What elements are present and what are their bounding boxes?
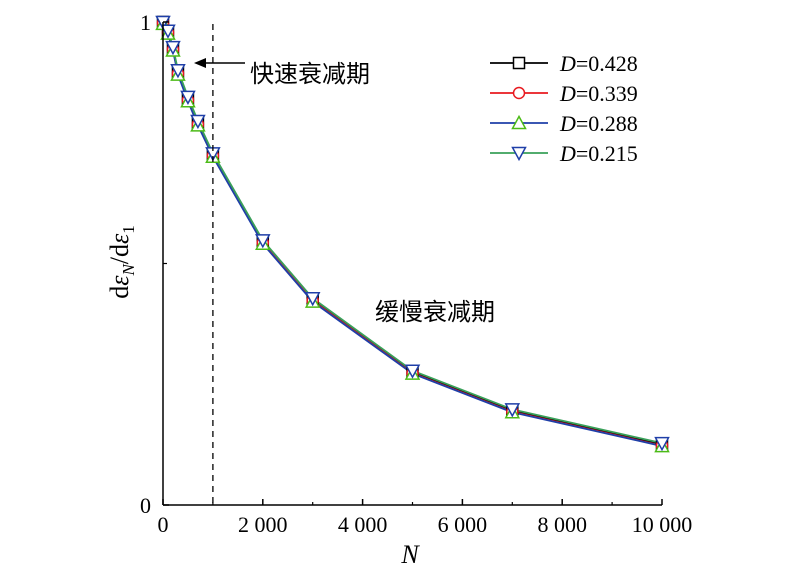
triangle-down-marker: [404, 364, 421, 379]
triangle-down-marker: [170, 64, 186, 79]
triangle-down-marker: [190, 114, 206, 130]
x-tick-label: 8 000: [537, 512, 587, 537]
x-tick-label: 6 000: [438, 512, 488, 537]
square-marker: [512, 56, 526, 70]
annotation-slow-decay: 缓慢衰减期: [375, 298, 495, 326]
legend-label: D=0.288: [559, 111, 638, 136]
legend-label: D=0.339: [559, 81, 638, 106]
x-tick-label: 0: [158, 512, 169, 537]
triangle-down-marker: [165, 40, 181, 56]
annotation-fast-decay: 快速衰减期: [250, 60, 370, 88]
x-tick-label: 4 000: [338, 512, 388, 537]
triangle-down-marker: [304, 292, 321, 307]
axes: 0 2 000 4 000 6 000 8 000 10 000 0 1: [140, 10, 692, 537]
triangle-down-marker: [180, 90, 196, 105]
legend-label: D=0.428: [559, 51, 638, 76]
x-tick-label: 2 000: [238, 512, 288, 537]
triangle-down-marker: [160, 24, 176, 39]
triangle-up-marker: [511, 114, 527, 130]
x-tick-label: 10 000: [632, 512, 693, 537]
y-tick-label: 1: [140, 10, 151, 35]
annotation-arrow: [194, 58, 245, 68]
x-axis-title: N: [400, 540, 420, 569]
triangle-down-marker: [654, 436, 670, 452]
legend-label: D=0.215: [559, 141, 638, 166]
circle-marker: [512, 86, 526, 100]
y-tick-label: 0: [140, 493, 151, 518]
triangle-down-marker: [511, 146, 527, 162]
triangle-down-marker: [504, 403, 521, 418]
y-axis-title: dεN/dε1: [105, 225, 138, 299]
legend: D=0.428 D=0.339 D=0.288 D=0.215: [490, 51, 638, 166]
triangle-down-marker: [255, 234, 271, 249]
